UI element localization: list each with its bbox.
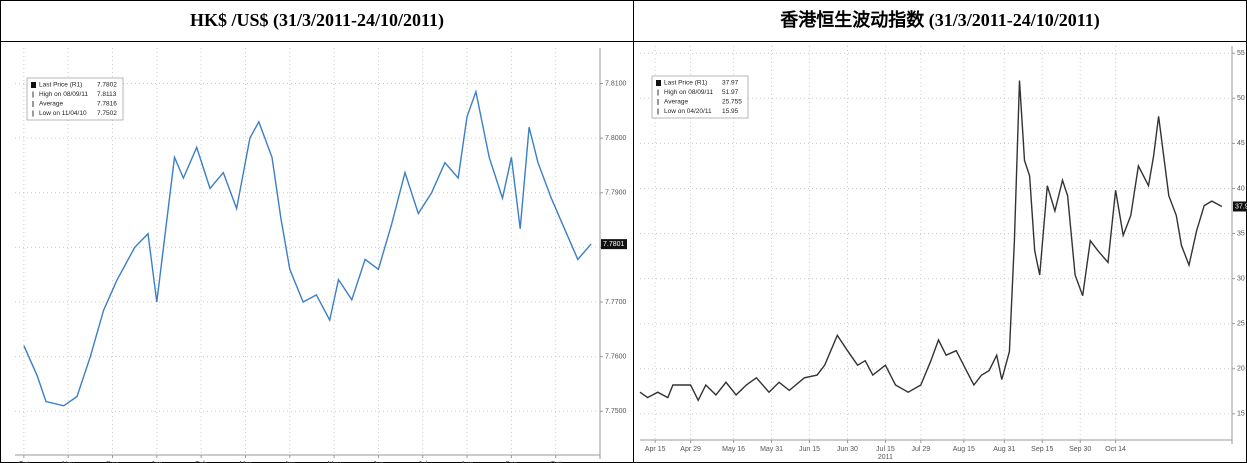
- y-tick-label: 40: [1237, 185, 1245, 192]
- legend-value: 25.755: [722, 99, 742, 106]
- y-tick-label: 7.8100: [605, 80, 627, 87]
- last-price-label: 7.7801: [603, 241, 625, 248]
- legend-name: High on 08/09/11: [664, 89, 713, 96]
- x-tick-label: Mar: [239, 461, 252, 463]
- x-tick-label: Dec: [106, 461, 119, 463]
- legend-name: Low on 11/04/10: [39, 110, 87, 117]
- legend-swatch: [656, 80, 661, 86]
- y-tick-label: 7.7700: [605, 299, 627, 306]
- x-tick-label: Oct 14: [1105, 446, 1126, 453]
- y-tick-label: 7.7600: [605, 354, 627, 361]
- legend-value: 37.97: [722, 80, 739, 87]
- y-tick-label: 55: [1237, 50, 1245, 57]
- last-price-tag: [1233, 201, 1247, 212]
- x-tick-label: Sep 15: [1031, 446, 1053, 453]
- x-tick-label: Aug 31: [993, 446, 1015, 453]
- x-tick-label: Feb: [195, 461, 207, 463]
- legend-value: 7.8113: [97, 91, 117, 98]
- x-tick-label: Apr 29: [680, 446, 701, 453]
- year-label: 2011: [878, 454, 893, 461]
- x-tick-label: Apr: [284, 461, 296, 463]
- y-tick-label: 25: [1237, 321, 1245, 328]
- y-tick-label: 7.7500: [605, 408, 627, 415]
- price-line: [639, 80, 1223, 402]
- y-tick-label: 7.7900: [605, 190, 627, 197]
- legend-value: 15.95: [722, 108, 739, 115]
- legend-name: Low on 04/20/11: [664, 108, 712, 115]
- x-tick-label: May 16: [722, 446, 745, 453]
- legend-name: High on 08/09/11: [39, 91, 88, 98]
- x-tick-label: Jan: [151, 461, 162, 463]
- x-tick-label: Jun 15: [799, 446, 820, 453]
- price-line: [23, 89, 592, 407]
- x-tick-label: Sep 30: [1069, 446, 1091, 453]
- y-tick-label: 30: [1237, 275, 1245, 282]
- legend-name: Average: [664, 99, 688, 106]
- last-price-tag: [601, 239, 627, 250]
- x-tick-label: Oct: [550, 461, 561, 463]
- last-price-label: 37.97: [1235, 203, 1247, 210]
- legend-value: 7.7816: [97, 101, 117, 108]
- legend-value: 7.7802: [97, 82, 117, 89]
- y-tick-label: 35: [1237, 230, 1245, 237]
- legend-name: Last Price (R1): [664, 80, 707, 87]
- x-tick-label: Aug 15: [953, 446, 975, 453]
- x-tick-label: Sep: [505, 461, 518, 463]
- legend-name: Average: [39, 101, 63, 108]
- y-tick-label: 20: [1237, 366, 1245, 373]
- y-tick-label: 45: [1237, 140, 1245, 147]
- x-tick-label: Jul 29: [911, 446, 930, 453]
- legend-swatch: [31, 82, 36, 88]
- cell-title: HK$ /US$ (31/3/2011-24/10/2011): [190, 10, 444, 31]
- legend-value: 51.97: [722, 89, 739, 96]
- x-tick-label: Jul 15: [876, 446, 895, 453]
- x-tick-label: Jun 30: [837, 446, 858, 453]
- x-tick-label: Jul: [418, 461, 427, 463]
- x-tick-label: Apr 15: [645, 446, 666, 453]
- legend-name: Last Price (R1): [39, 82, 82, 89]
- legend-box: [26, 77, 124, 121]
- x-tick-label: Aug: [461, 461, 474, 463]
- legend-box: [651, 75, 749, 119]
- x-tick-label: Nov: [62, 461, 75, 463]
- y-tick-label: 7.8000: [605, 135, 627, 142]
- x-tick-label: Oct: [18, 461, 29, 463]
- y-tick-label: 15: [1237, 411, 1245, 418]
- cell-title: 香港恒生波动指数 (31/3/2011-24/10/2011): [779, 9, 1100, 31]
- y-tick-label: 50: [1237, 95, 1245, 102]
- x-tick-label: May: [327, 461, 341, 463]
- x-tick-label: May 31: [760, 446, 783, 453]
- legend-value: 7.7502: [97, 110, 117, 117]
- x-tick-label: Jun: [373, 461, 384, 463]
